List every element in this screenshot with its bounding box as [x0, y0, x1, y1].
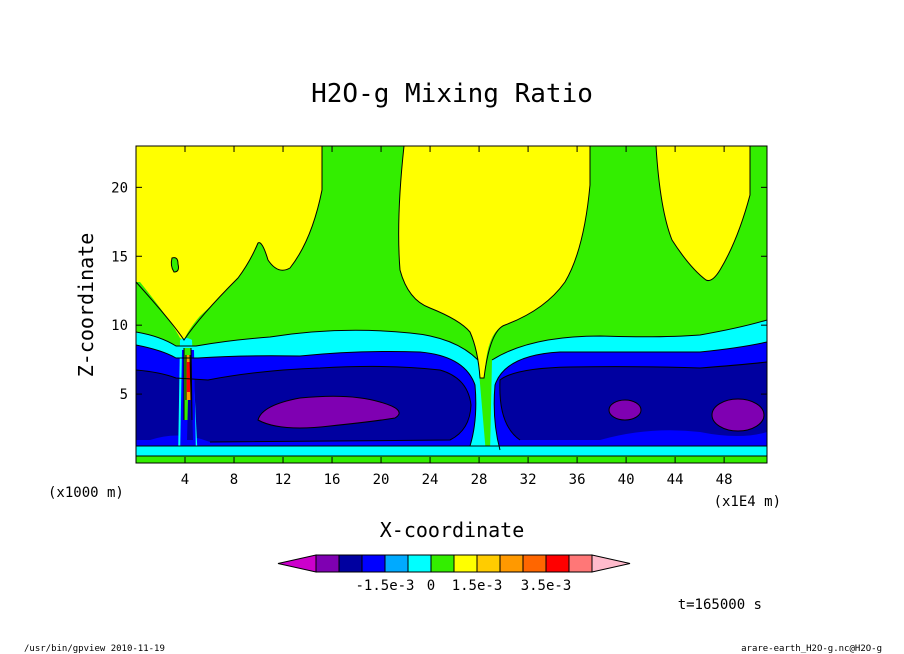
colorbar-tick-label: -1.5e-3 [355, 578, 414, 594]
x-tick-label: 16 [324, 472, 341, 488]
colorbar-labels: -1.5e-3 0 1.5e-3 3.5e-3 [355, 578, 571, 594]
y-axis-label: Z-coordinate [74, 233, 98, 378]
colorbar-tick-label: 0 [427, 578, 435, 594]
x-tick-label: 36 [569, 472, 586, 488]
y-axis-ticks: 5 10 15 20 [111, 180, 767, 403]
x-tick-label: 24 [422, 472, 439, 488]
contour-yellow-right [656, 146, 750, 281]
contour-green-island [171, 257, 179, 272]
colorbar-over-triangle [591, 554, 631, 573]
x-tick-label: 40 [618, 472, 635, 488]
y-tick-label: 10 [111, 318, 128, 334]
footer-right: arare-earth_H2O-g.nc@H2O-g [741, 644, 882, 654]
contour-yellow-center [398, 146, 590, 378]
footer-left: /usr/bin/gpview 2010-11-19 [24, 644, 165, 654]
colorbar [277, 554, 631, 573]
contour-yellow-left [136, 146, 322, 340]
colorbar-tick-label: 3.5e-3 [521, 578, 572, 594]
colorbar-swatch [407, 554, 432, 573]
chart-title: H2O-g Mixing Ratio [311, 79, 593, 109]
colorbar-swatch [568, 554, 593, 573]
x-tick-label: 32 [520, 472, 537, 488]
y-unit-note: (x1000 m) [48, 485, 124, 501]
x-tick-label: 48 [716, 472, 733, 488]
contour-field [136, 146, 767, 463]
contour-plume-red [187, 362, 190, 392]
colorbar-swatch [545, 554, 570, 573]
x-axis-label: X-coordinate [380, 518, 525, 542]
colorbar-swatch [476, 554, 501, 573]
colorbar-tick-label: 1.5e-3 [452, 578, 503, 594]
contour-purple-right-1 [609, 400, 641, 420]
time-annotation: t=165000 s [678, 597, 762, 613]
colorbar-swatch [430, 554, 455, 573]
y-tick-label: 20 [111, 180, 128, 196]
x-tick-label: 12 [275, 472, 292, 488]
x-tick-label: 4 [181, 472, 189, 488]
colorbar-swatch [361, 554, 386, 573]
colorbar-under-triangle [277, 554, 317, 573]
colorbar-swatch [384, 554, 409, 573]
colorbar-swatch [338, 554, 363, 573]
x-tick-label: 28 [471, 472, 488, 488]
y-tick-label: 5 [120, 387, 128, 403]
x-tick-label: 8 [230, 472, 238, 488]
x-axis-ticks: 4 8 12 16 20 24 28 32 36 40 44 48 [181, 146, 733, 488]
colorbar-swatch [453, 554, 478, 573]
contour-ground-cyan [136, 446, 767, 456]
x-unit-note: (x1E4 m) [714, 494, 781, 510]
y-tick-label: 15 [111, 249, 128, 265]
contour-lines [136, 146, 767, 457]
colorbar-swatch [499, 554, 524, 573]
x-tick-label: 44 [667, 472, 684, 488]
x-tick-label: 20 [373, 472, 390, 488]
colorbar-swatch [315, 554, 340, 573]
colorbar-swatch [522, 554, 547, 573]
contour-ground-green [136, 456, 767, 463]
contour-purple-right-2 [712, 399, 764, 431]
plot-frame [135, 145, 768, 464]
contour-purple-center [258, 396, 400, 428]
